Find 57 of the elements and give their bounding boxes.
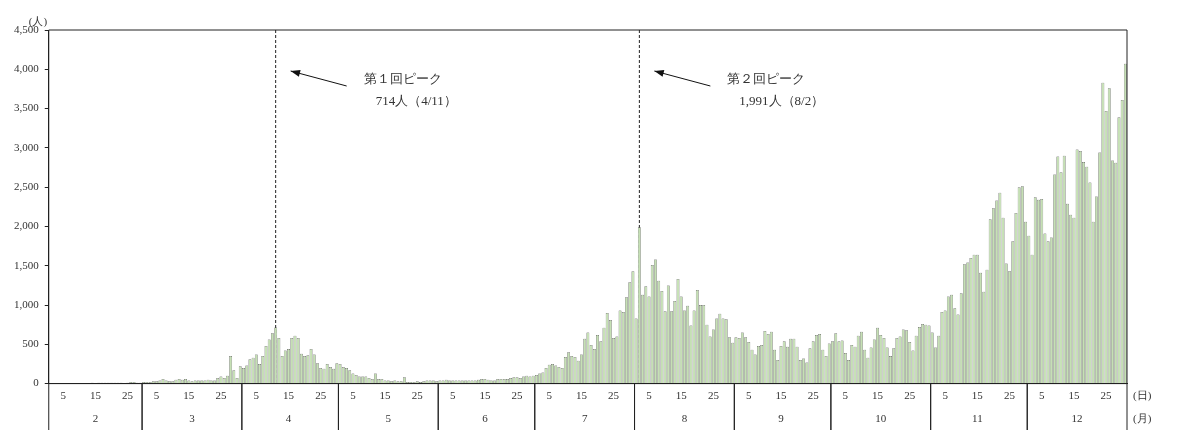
x-tick-label: 5 <box>153 389 160 402</box>
x2-axis-title: (月) <box>1133 412 1152 426</box>
y-tick-label: 500 <box>22 337 40 350</box>
x-tick-label: 25 <box>1004 389 1016 402</box>
x-tick-label: 5 <box>842 389 849 402</box>
x-tick-label: 5 <box>449 389 456 402</box>
x-axis-title: (日) <box>1133 389 1152 403</box>
y-tick-label: 2,500 <box>14 180 40 193</box>
y-tick-label: 0 <box>33 376 40 389</box>
x-tick-label: 5 <box>646 389 653 402</box>
y-tick-label: 2,000 <box>14 219 40 232</box>
x-tick-label: 25 <box>215 389 227 402</box>
x2-tick-label: 4 <box>285 412 292 425</box>
x2-tick-label: 7 <box>581 412 588 425</box>
x-tick-label: 15 <box>775 389 787 402</box>
x-tick-label: 5 <box>253 389 260 402</box>
x-tick-label: 25 <box>807 389 820 402</box>
x-tick-label: 25 <box>511 389 524 402</box>
x-tick-label: 5 <box>546 389 553 402</box>
annotation: 第１回ピーク 714人（4/11） <box>363 71 457 109</box>
x-tick-label: 5 <box>350 389 357 402</box>
x-tick-label: 15 <box>971 389 984 402</box>
x2-tick-label: 12 <box>1071 412 1083 425</box>
y-tick-label: 1,000 <box>14 297 40 310</box>
x-tick-label: 25 <box>315 389 327 402</box>
x-tick-label: 25 <box>904 389 916 402</box>
y-tick-label: 3,500 <box>14 101 40 114</box>
x2-tick-label: 9 <box>778 412 785 425</box>
x-tick-label: 15 <box>379 389 392 402</box>
x-tick-label: 15 <box>1068 389 1080 402</box>
x2-tick-label: 3 <box>189 412 196 425</box>
x-tick-label: 15 <box>575 389 588 402</box>
annotation: 第２回ピーク 1,991人（8/2） <box>727 71 825 109</box>
y-tick-label: 4,000 <box>14 62 40 75</box>
x-tick-label: 25 <box>608 389 620 402</box>
x-tick-label: 25 <box>411 389 424 402</box>
x-tick-label: 5 <box>1038 389 1045 402</box>
x-tick-label: 15 <box>872 389 884 402</box>
x-tick-label: 25 <box>1100 389 1113 402</box>
x-tick-label: 15 <box>675 389 688 402</box>
x-tick-label: 15 <box>479 389 491 402</box>
x2-tick-label: 11 <box>972 412 983 425</box>
x2-tick-label: 6 <box>482 412 489 425</box>
x-tick-label: 5 <box>746 389 753 402</box>
x-tick-label: 5 <box>942 389 949 402</box>
x2-tick-label: 2 <box>92 412 99 425</box>
x-tick-label: 5 <box>60 389 67 402</box>
x2-tick-label: 10 <box>875 412 887 425</box>
y-tick-label: 1,500 <box>14 258 40 271</box>
x-tick-label: 15 <box>283 389 295 402</box>
x-tick-label: 15 <box>89 389 102 402</box>
x-tick-label: 15 <box>183 389 195 402</box>
x2-tick-label: 5 <box>385 412 392 425</box>
x-tick-label: 25 <box>707 389 720 402</box>
y-tick-label: 3,000 <box>14 140 40 153</box>
x2-tick-label: 8 <box>681 412 688 425</box>
x-tick-label: 25 <box>122 389 134 402</box>
